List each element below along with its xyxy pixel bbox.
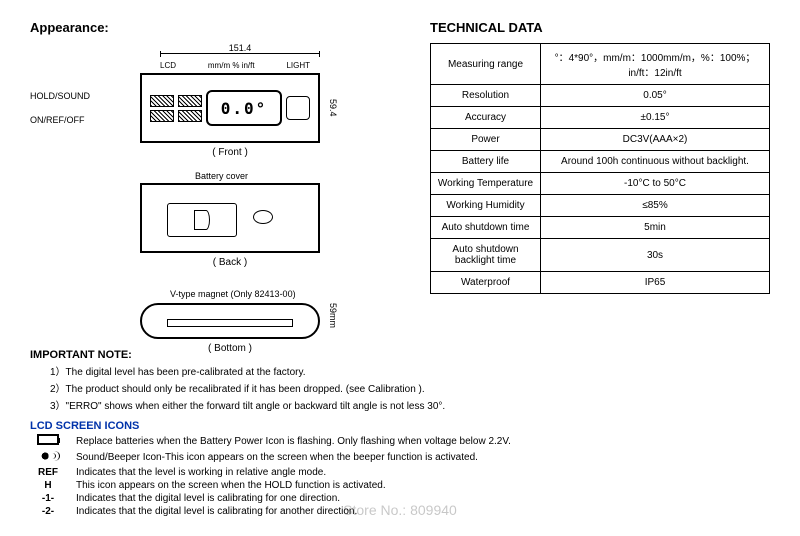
back-view: [140, 183, 320, 253]
front-view: 0.0°: [140, 73, 320, 143]
table-row: Accuracy±0.15°: [431, 107, 770, 129]
bottom-label: ( Bottom ): [140, 343, 320, 354]
dim-bottom-height: 59mm: [328, 303, 338, 339]
lcd-icon-row: -2- Indicates that the digital level is c…: [30, 506, 770, 517]
table-row: WaterproofIP65: [431, 272, 770, 294]
text-icon: -1-: [30, 493, 66, 504]
lcd-icon-desc: Indicates that the digital level is cali…: [76, 493, 340, 504]
text-icon: -2-: [30, 506, 66, 517]
appearance-title: Appearance:: [30, 20, 390, 35]
lcd-icon-row: -1- Indicates that the digital level is c…: [30, 493, 770, 504]
lcd-icon-row: Sound/Beeper Icon-This icon appears on t…: [30, 450, 770, 465]
bottom-view: [140, 303, 320, 339]
lcd-icons-title: LCD SCREEN ICONS: [30, 420, 770, 432]
text-icon: REF: [30, 467, 66, 478]
light-sensor: [286, 96, 310, 120]
table-row: Auto shutdown backlight time30s: [431, 239, 770, 272]
table-row: Battery lifeAround 100h continuous witho…: [431, 151, 770, 173]
lcd-icon-row: Replace batteries when the Battery Power…: [30, 434, 770, 448]
lcd-display: 0.0°: [206, 90, 282, 126]
notes-list: 1）The digital level has been pre-calibra…: [30, 363, 770, 412]
front-top-labels: LCD mm/m % in/ft LIGHT: [160, 61, 310, 70]
lcd-icon-row: H This icon appears on the screen when th…: [30, 480, 770, 491]
table-row: Working Temperature-10°C to 50°C: [431, 173, 770, 195]
technical-title: TECHNICAL DATA: [430, 20, 770, 35]
table-row: Working Humidity≤85%: [431, 195, 770, 217]
lcd-icon-desc: This icon appears on the screen when the…: [76, 480, 386, 491]
dim-width: 151.4: [160, 43, 320, 54]
table-row: PowerDC3V(AAA×2): [431, 129, 770, 151]
lcd-icons-list: Replace batteries when the Battery Power…: [30, 434, 770, 517]
battery-icon: [30, 434, 66, 448]
table-row: Resolution0.05°: [431, 85, 770, 107]
lcd-icon-desc: Sound/Beeper Icon-This icon appears on t…: [76, 452, 478, 463]
dim-height: 59.4: [328, 73, 338, 143]
table-row: Measuring range°：4*90°，mm/m：1000mm/m，%：1…: [431, 44, 770, 85]
vtype-label: V-type magnet (Only 82413-00): [170, 289, 296, 299]
battery-cover-label: Battery cover: [195, 171, 248, 181]
front-label: ( Front ): [140, 147, 320, 158]
lcd-icon-row: REF Indicates that the level is working i…: [30, 467, 770, 478]
appearance-diagram: 151.4 LCD mm/m % in/ft LIGHT HOLD/SOUND …: [30, 43, 390, 343]
note-item: 2）The product should only be recalibrate…: [50, 380, 770, 395]
note-item: 1）The digital level has been pre-calibra…: [50, 363, 770, 378]
back-label: ( Back ): [140, 257, 320, 268]
technical-table: Measuring range°：4*90°，mm/m：1000mm/m，%：1…: [430, 43, 770, 294]
front-left-labels: HOLD/SOUND ON/REF/OFF: [30, 87, 90, 129]
text-icon: H: [30, 480, 66, 491]
lcd-icon-desc: Replace batteries when the Battery Power…: [76, 436, 511, 447]
lcd-icon-desc: Indicates that the digital level is cali…: [76, 506, 357, 517]
table-row: Auto shutdown time5min: [431, 217, 770, 239]
note-item: 3）"ERRO" shows when either the forward t…: [50, 397, 770, 412]
lcd-icon-desc: Indicates that the level is working in r…: [76, 467, 326, 478]
sound-icon: [30, 450, 66, 465]
